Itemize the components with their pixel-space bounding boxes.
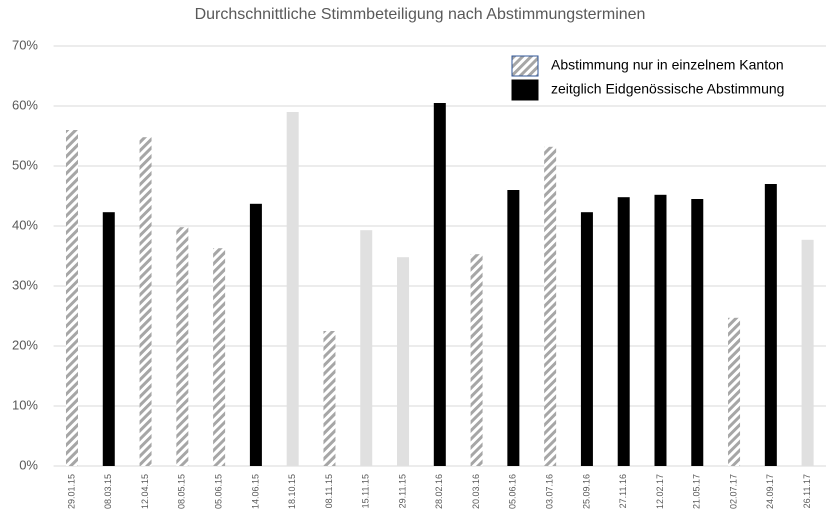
- x-tick-label: 08.05.15: [177, 474, 187, 509]
- bar: [249, 203, 262, 467]
- y-tick-label: 40%: [12, 217, 38, 232]
- y-tick-label: 0%: [19, 457, 38, 472]
- bar: [654, 194, 667, 467]
- bar: [213, 248, 226, 466]
- bar: [139, 137, 152, 466]
- bar: [691, 199, 704, 466]
- y-tick-label: 60%: [12, 97, 38, 112]
- x-tick-label: 02.07.17: [728, 474, 738, 509]
- x-tick-label: 14.06.15: [250, 474, 260, 509]
- x-tick-label: 05.06.15: [213, 474, 223, 509]
- bar: [323, 331, 336, 466]
- x-tick-label: 25.09.16: [581, 474, 591, 509]
- bar: [617, 197, 630, 466]
- y-tick-label: 20%: [12, 337, 38, 352]
- y-tick-label: 50%: [12, 157, 38, 172]
- bar: [286, 112, 299, 466]
- x-tick-label: 28.02.16: [434, 474, 444, 509]
- x-tick-label: 08.03.15: [103, 474, 113, 509]
- y-tick-label: 10%: [12, 397, 38, 412]
- legend-swatch: [511, 55, 539, 77]
- x-tick-label: 29.11.15: [397, 474, 407, 508]
- x-tick-label: 15.11.15: [361, 474, 371, 508]
- x-tick-label: 26.11.17: [802, 474, 812, 508]
- bar: [764, 184, 777, 466]
- bar: [801, 239, 814, 466]
- x-tick-label: 12.02.17: [655, 474, 665, 509]
- bar: [470, 254, 483, 466]
- bar: [433, 103, 446, 466]
- bar: [176, 227, 189, 466]
- bar: [65, 130, 78, 466]
- bar: [544, 146, 557, 467]
- x-tick-label: 21.05.17: [692, 474, 702, 509]
- chart-title: Durchschnittliche Stimmbeteiligung nach …: [195, 6, 646, 23]
- x-tick-label: 08.11.15: [324, 474, 334, 508]
- x-tick-label: 18.10.15: [287, 474, 297, 509]
- y-tick-label: 30%: [12, 277, 38, 292]
- x-tick-label: 24.09.17: [765, 474, 775, 509]
- bar: [507, 190, 520, 466]
- x-tick-label: 12.04.15: [140, 474, 150, 509]
- x-tick-label: 20.03.16: [471, 474, 481, 509]
- bar: [728, 317, 741, 466]
- bar: [360, 230, 373, 466]
- bar: [102, 212, 115, 466]
- bar: [397, 257, 410, 466]
- x-tick-label: 03.07.16: [545, 474, 555, 509]
- legend-label: Abstimmung nur in einzelnem Kanton: [551, 57, 784, 73]
- y-tick-label: 70%: [12, 37, 38, 52]
- legend-label: zeitglich Eidgenössische Abstimmung: [551, 81, 784, 97]
- bar: [580, 212, 593, 466]
- legend-swatch: [511, 79, 539, 101]
- x-tick-label: 27.11.16: [618, 474, 628, 508]
- x-tick-label: 05.06.16: [508, 474, 518, 509]
- x-tick-label: 29.01.15: [66, 474, 76, 509]
